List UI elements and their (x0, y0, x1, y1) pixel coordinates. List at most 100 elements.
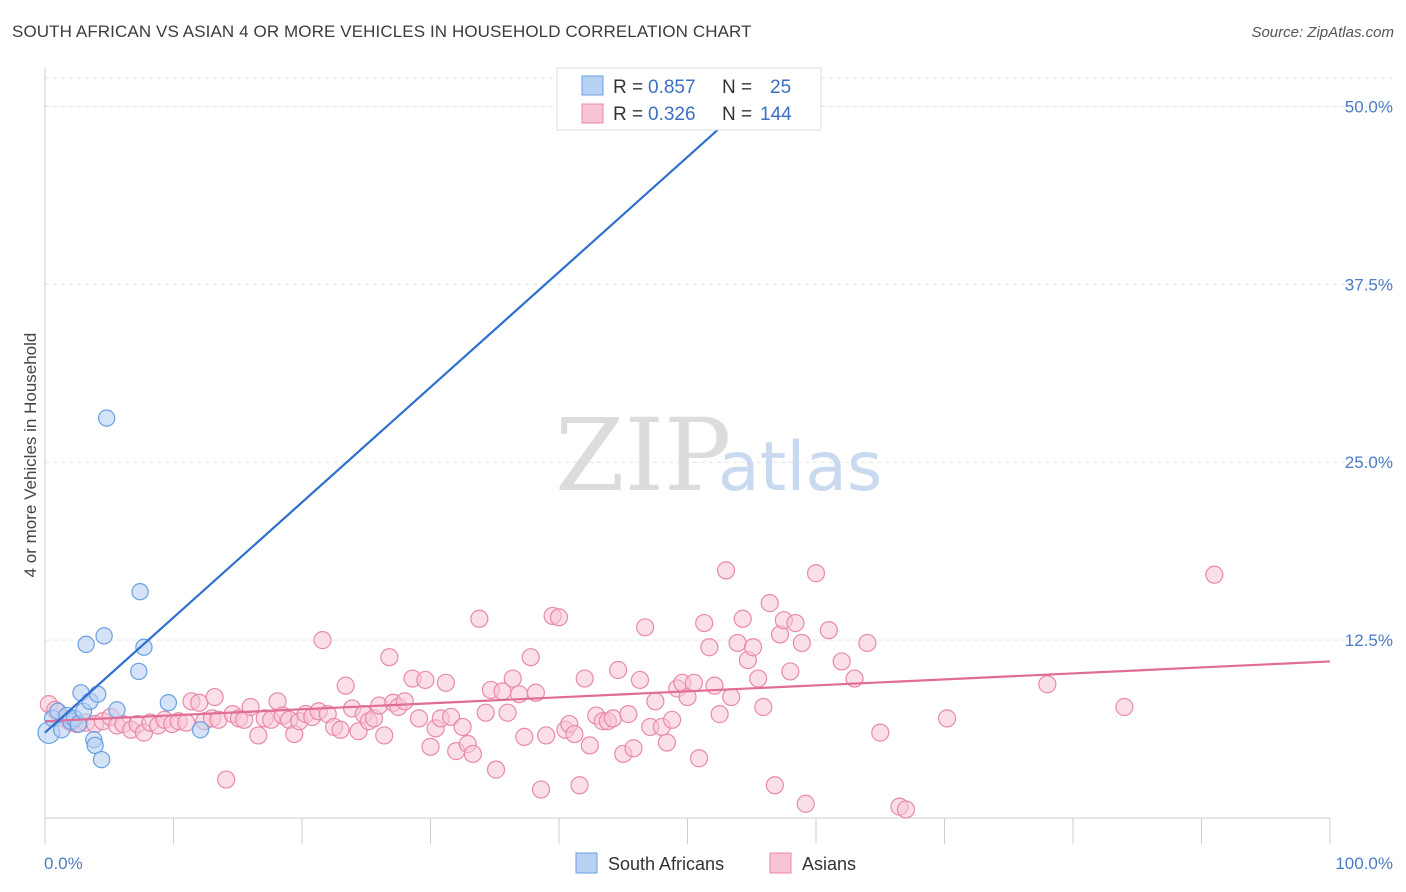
asians-point (380, 648, 399, 667)
south-africans-point (159, 694, 178, 712)
asians-point (498, 703, 517, 722)
south-africans-point (88, 685, 107, 703)
asians-point (537, 726, 556, 745)
asians-point (700, 638, 719, 657)
asians-point (858, 633, 877, 653)
asians-point (760, 594, 779, 613)
asians-point (796, 794, 815, 813)
asians-point (416, 670, 435, 690)
asians-point (733, 609, 752, 628)
asians-point (409, 709, 429, 728)
south-africans-point (95, 627, 113, 645)
y-tick-label-0: 12.5% (1345, 631, 1393, 650)
asians-point (635, 618, 655, 637)
asians-point (722, 687, 741, 707)
asians-point (470, 609, 489, 628)
asians-point (565, 724, 584, 744)
bottom-legend-swatch-asians (769, 852, 792, 874)
asians-point (806, 564, 826, 583)
asians-point (937, 709, 957, 728)
asians-point (463, 744, 483, 764)
asians-point (549, 608, 569, 627)
asians-point (570, 776, 589, 795)
asians-point (526, 683, 545, 702)
asians-point (205, 687, 224, 707)
asians-point (705, 676, 724, 695)
asians-point (575, 669, 594, 688)
asians-point (871, 723, 890, 742)
asians-point (754, 697, 773, 717)
asians-point (689, 749, 709, 768)
south-africans-point (108, 701, 126, 719)
asians-point (832, 652, 851, 671)
trend-lines (44, 98, 1331, 734)
gridlines (45, 77, 1392, 641)
asians-point (441, 707, 461, 727)
asians-point (336, 676, 355, 695)
asians-point (375, 726, 394, 745)
asians-point (749, 669, 768, 688)
asians-point (503, 669, 522, 688)
asians-point (421, 737, 440, 756)
south-africans-point (92, 750, 111, 769)
chart-title: SOUTH AFRICAN VS ASIAN 4 OR MORE VEHICLE… (12, 22, 752, 41)
asians-trend-line (44, 660, 1331, 723)
y-tick-labels: 12.5% 25.0% 37.5% 50.0% (1345, 97, 1393, 650)
asians-point (896, 800, 916, 819)
y-tick-label-2: 37.5% (1345, 275, 1393, 294)
asians-point (395, 692, 414, 711)
asians-point (249, 726, 268, 745)
asians-point (819, 621, 838, 640)
south-africans-point (191, 721, 210, 739)
watermark-zip: ZIP (555, 397, 731, 514)
legend-n-label-2: N = (722, 104, 752, 125)
legend-r-value-1: 0.857 (648, 77, 696, 98)
bottom-legend-swatch-south-africans (575, 852, 598, 874)
x-tick-label-0: 0.0% (44, 854, 83, 873)
x-tick-labels: 0.0% 100.0% (44, 854, 1393, 873)
bottom-legend-asians: Asians (802, 854, 856, 874)
asians-point (476, 703, 495, 722)
asians-point (531, 780, 551, 799)
asians-point (624, 739, 643, 758)
legend-n-label-1: N = (722, 77, 752, 98)
legend-n-value-2: 144 (760, 104, 792, 125)
asians-point (521, 648, 540, 667)
bottom-legend-south-africans: South Africans (608, 854, 724, 874)
legend-r-label-2: R = (613, 104, 643, 125)
asians-points (39, 561, 1224, 819)
asians-point (1205, 565, 1224, 584)
asians-point (603, 709, 623, 728)
legend-n-value-1: 25 (770, 77, 791, 98)
asians-point (453, 717, 472, 737)
asians-point (1038, 675, 1057, 694)
asians-point (710, 705, 729, 724)
asians-point (695, 613, 714, 633)
asians-point (619, 705, 638, 724)
south-africans-point (130, 662, 148, 681)
asians-point (436, 673, 456, 692)
legend-r-label-1: R = (613, 77, 643, 98)
south-africans-point (97, 409, 116, 427)
asians-point (486, 760, 506, 779)
asians-point (662, 710, 682, 729)
south-africans-point (86, 736, 104, 755)
asians-point (716, 561, 736, 580)
y-axis-label: 4 or more Vehicles in Household (21, 333, 40, 578)
y-tick-label-3: 50.0% (1345, 97, 1393, 116)
asians-point (657, 733, 677, 752)
asians-point (580, 736, 599, 755)
asians-point (609, 660, 628, 680)
watermark: ZIP atlas (555, 397, 882, 514)
series-legend: South Africans Asians (575, 852, 856, 874)
source-label: Source: ZipAtlas.com (1251, 24, 1394, 41)
x-tick-label-1: 100.0% (1335, 854, 1393, 873)
asians-point (684, 673, 704, 692)
asians-point (765, 776, 784, 795)
asians-point (646, 692, 665, 711)
legend-swatch-south-africans (581, 75, 604, 96)
asians-point (1115, 697, 1134, 717)
asians-point (728, 633, 747, 653)
asians-point (190, 693, 209, 712)
